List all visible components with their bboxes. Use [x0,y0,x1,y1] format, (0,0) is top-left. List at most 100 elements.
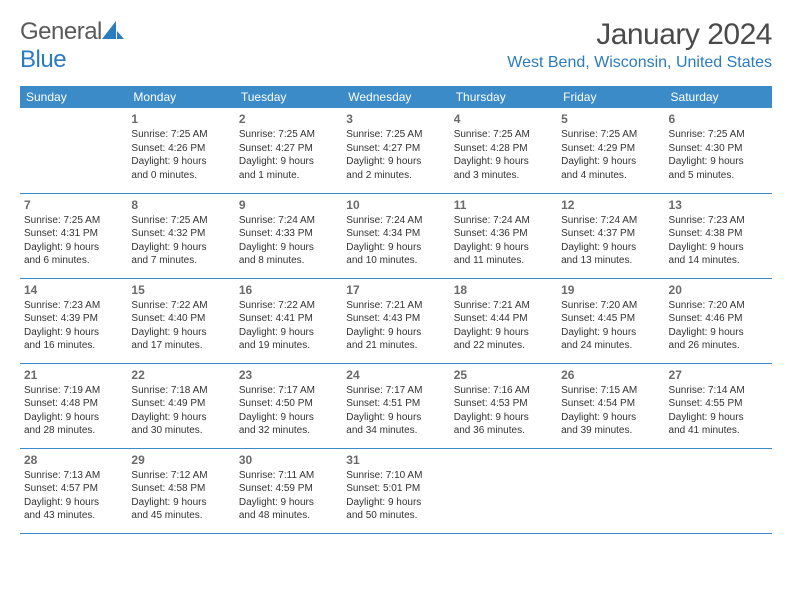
cell-sunrise: Sunrise: 7:12 AM [131,469,230,483]
day-cell: 18Sunrise: 7:21 AMSunset: 4:44 PMDayligh… [450,278,557,363]
cell-daylight2: and 14 minutes. [669,254,768,268]
day-header: Saturday [665,86,772,108]
day-number: 21 [24,367,123,383]
day-cell: 31Sunrise: 7:10 AMSunset: 5:01 PMDayligh… [342,448,449,533]
cell-daylight1: Daylight: 9 hours [24,326,123,340]
sail-icon [102,21,124,39]
cell-daylight1: Daylight: 9 hours [131,411,230,425]
day-cell: 19Sunrise: 7:20 AMSunset: 4:45 PMDayligh… [557,278,664,363]
cell-sunset: Sunset: 4:39 PM [24,312,123,326]
cell-daylight2: and 8 minutes. [239,254,338,268]
cell-sunrise: Sunrise: 7:21 AM [346,299,445,313]
cell-daylight1: Daylight: 9 hours [346,241,445,255]
cell-daylight2: and 10 minutes. [346,254,445,268]
day-cell: 9Sunrise: 7:24 AMSunset: 4:33 PMDaylight… [235,193,342,278]
cell-sunset: Sunset: 4:36 PM [454,227,553,241]
day-header: Tuesday [235,86,342,108]
logo: GeneralBlue [20,18,124,74]
cell-sunrise: Sunrise: 7:25 AM [131,128,230,142]
day-number: 2 [239,111,338,127]
day-number: 28 [24,452,123,468]
cell-sunset: Sunset: 4:44 PM [454,312,553,326]
cell-sunset: Sunset: 4:55 PM [669,397,768,411]
cell-sunrise: Sunrise: 7:19 AM [24,384,123,398]
day-header: Thursday [450,86,557,108]
cell-daylight1: Daylight: 9 hours [346,411,445,425]
day-number: 11 [454,197,553,213]
cell-daylight1: Daylight: 9 hours [454,155,553,169]
cell-sunrise: Sunrise: 7:25 AM [346,128,445,142]
day-header: Friday [557,86,664,108]
cell-sunrise: Sunrise: 7:24 AM [239,214,338,228]
logo-text-blue: Blue [20,46,66,73]
day-cell: 13Sunrise: 7:23 AMSunset: 4:38 PMDayligh… [665,193,772,278]
day-cell: 28Sunrise: 7:13 AMSunset: 4:57 PMDayligh… [20,448,127,533]
cell-daylight1: Daylight: 9 hours [669,241,768,255]
cell-sunrise: Sunrise: 7:25 AM [131,214,230,228]
cell-daylight1: Daylight: 9 hours [131,155,230,169]
cell-sunset: Sunset: 4:27 PM [346,142,445,156]
cell-sunrise: Sunrise: 7:25 AM [239,128,338,142]
cell-sunrise: Sunrise: 7:21 AM [454,299,553,313]
cell-sunrise: Sunrise: 7:24 AM [454,214,553,228]
cell-daylight1: Daylight: 9 hours [454,411,553,425]
cell-sunset: Sunset: 4:27 PM [239,142,338,156]
day-number: 24 [346,367,445,383]
cell-daylight1: Daylight: 9 hours [561,326,660,340]
day-cell: 12Sunrise: 7:24 AMSunset: 4:37 PMDayligh… [557,193,664,278]
cell-sunset: Sunset: 4:49 PM [131,397,230,411]
week-row: 28Sunrise: 7:13 AMSunset: 4:57 PMDayligh… [20,448,772,533]
cell-daylight2: and 24 minutes. [561,339,660,353]
cell-sunset: Sunset: 4:37 PM [561,227,660,241]
cell-sunset: Sunset: 4:40 PM [131,312,230,326]
cell-sunset: Sunset: 5:01 PM [346,482,445,496]
cell-sunrise: Sunrise: 7:10 AM [346,469,445,483]
cell-daylight2: and 19 minutes. [239,339,338,353]
day-cell: 7Sunrise: 7:25 AMSunset: 4:31 PMDaylight… [20,193,127,278]
cell-daylight2: and 21 minutes. [346,339,445,353]
cell-sunset: Sunset: 4:54 PM [561,397,660,411]
day-header: Monday [127,86,234,108]
cell-sunrise: Sunrise: 7:17 AM [239,384,338,398]
day-cell: 21Sunrise: 7:19 AMSunset: 4:48 PMDayligh… [20,363,127,448]
cell-sunrise: Sunrise: 7:11 AM [239,469,338,483]
day-cell: 15Sunrise: 7:22 AMSunset: 4:40 PMDayligh… [127,278,234,363]
cell-daylight1: Daylight: 9 hours [454,326,553,340]
day-number: 5 [561,111,660,127]
cell-sunset: Sunset: 4:34 PM [346,227,445,241]
cell-sunset: Sunset: 4:57 PM [24,482,123,496]
cell-sunset: Sunset: 4:31 PM [24,227,123,241]
cell-daylight2: and 5 minutes. [669,169,768,183]
day-number: 17 [346,282,445,298]
day-cell: 8Sunrise: 7:25 AMSunset: 4:32 PMDaylight… [127,193,234,278]
cell-sunrise: Sunrise: 7:20 AM [669,299,768,313]
day-cell [665,448,772,533]
day-cell [20,108,127,193]
cell-daylight2: and 30 minutes. [131,424,230,438]
day-header: Sunday [20,86,127,108]
cell-daylight2: and 32 minutes. [239,424,338,438]
cell-daylight2: and 7 minutes. [131,254,230,268]
day-cell: 23Sunrise: 7:17 AMSunset: 4:50 PMDayligh… [235,363,342,448]
day-number: 26 [561,367,660,383]
cell-sunrise: Sunrise: 7:25 AM [669,128,768,142]
cell-sunrise: Sunrise: 7:25 AM [454,128,553,142]
day-cell: 16Sunrise: 7:22 AMSunset: 4:41 PMDayligh… [235,278,342,363]
day-number: 14 [24,282,123,298]
cell-sunrise: Sunrise: 7:16 AM [454,384,553,398]
day-cell: 29Sunrise: 7:12 AMSunset: 4:58 PMDayligh… [127,448,234,533]
cell-daylight2: and 13 minutes. [561,254,660,268]
day-number: 29 [131,452,230,468]
cell-daylight2: and 39 minutes. [561,424,660,438]
day-number: 23 [239,367,338,383]
cell-daylight2: and 0 minutes. [131,169,230,183]
cell-sunset: Sunset: 4:59 PM [239,482,338,496]
cell-daylight2: and 17 minutes. [131,339,230,353]
cell-daylight1: Daylight: 9 hours [24,241,123,255]
cell-daylight2: and 26 minutes. [669,339,768,353]
cell-daylight1: Daylight: 9 hours [561,411,660,425]
week-row: 14Sunrise: 7:23 AMSunset: 4:39 PMDayligh… [20,278,772,363]
cell-sunset: Sunset: 4:26 PM [131,142,230,156]
cell-daylight1: Daylight: 9 hours [239,326,338,340]
cell-daylight1: Daylight: 9 hours [346,326,445,340]
